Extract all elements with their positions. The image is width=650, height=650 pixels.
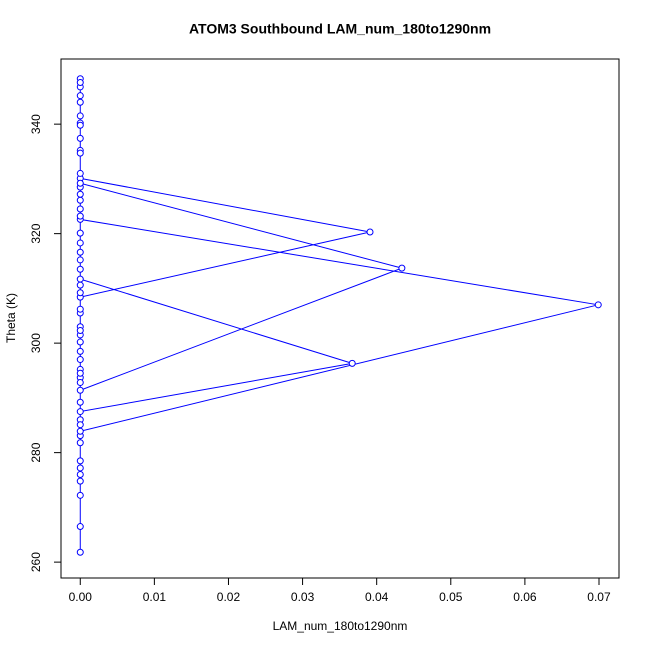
- plot-frame: [60, 58, 620, 579]
- series-line: [79, 78, 599, 553]
- data-point: [76, 338, 84, 346]
- y-tick-label: 260: [29, 552, 43, 572]
- data-point: [76, 347, 84, 355]
- x-tick-label: 0.05: [439, 590, 463, 604]
- chart-title: ATOM3 Southbound LAM_num_180to1290nm: [189, 21, 491, 37]
- data-point: [76, 386, 84, 394]
- data-point: [76, 196, 84, 204]
- data-point: [76, 491, 84, 499]
- data-point: [398, 264, 406, 272]
- data-point: [76, 134, 84, 142]
- data-point: [76, 477, 84, 485]
- x-tick-label: 0.03: [291, 590, 315, 604]
- data-point: [76, 379, 84, 387]
- data-point: [76, 305, 84, 313]
- data-point: [76, 205, 84, 213]
- y-tick-label: 340: [29, 114, 43, 134]
- x-tick-label: 0.07: [587, 590, 611, 604]
- data-point: [76, 439, 84, 447]
- y-tick-label: 300: [29, 333, 43, 353]
- x-tick-label: 0.02: [217, 590, 241, 604]
- data-point: [76, 229, 84, 237]
- data-point: [76, 369, 84, 377]
- data-point: [76, 92, 84, 100]
- data-point: [76, 356, 84, 364]
- data-point: [348, 359, 356, 367]
- data-point: [76, 464, 84, 472]
- data-point: [76, 212, 84, 220]
- x-tick-label: 0.00: [69, 590, 93, 604]
- y-axis-label: Theta (K): [4, 293, 18, 343]
- data-point: [76, 421, 84, 429]
- data-point: [366, 228, 374, 236]
- data-point: [76, 190, 84, 198]
- data-point: [76, 457, 84, 465]
- x-tick-label: 0.01: [143, 590, 167, 604]
- data-point: [76, 121, 84, 129]
- y-tick-label: 280: [29, 442, 43, 462]
- data-point: [76, 398, 84, 406]
- x-tick-label: 0.06: [513, 590, 537, 604]
- data-point: [76, 79, 84, 87]
- data-point: [76, 98, 84, 106]
- data-point: [594, 301, 602, 309]
- data-point: [76, 471, 84, 479]
- data-point: [76, 169, 84, 177]
- data-point: [76, 427, 84, 435]
- data-point: [76, 239, 84, 247]
- data-point: [76, 327, 84, 335]
- data-point: [76, 248, 84, 256]
- data-point: [76, 149, 84, 157]
- data-point: [76, 265, 84, 273]
- x-tick-label: 0.04: [365, 590, 389, 604]
- data-point: [76, 408, 84, 416]
- y-tick-label: 320: [29, 223, 43, 243]
- x-axis-label: LAM_num_180to1290nm: [273, 619, 408, 633]
- data-point: [76, 289, 84, 297]
- data-point: [76, 256, 84, 264]
- data-point: [76, 179, 84, 187]
- data-point: [76, 275, 84, 283]
- data-point: [76, 112, 84, 120]
- data-point: [76, 548, 84, 556]
- data-point: [76, 281, 84, 289]
- data-point: [76, 523, 84, 531]
